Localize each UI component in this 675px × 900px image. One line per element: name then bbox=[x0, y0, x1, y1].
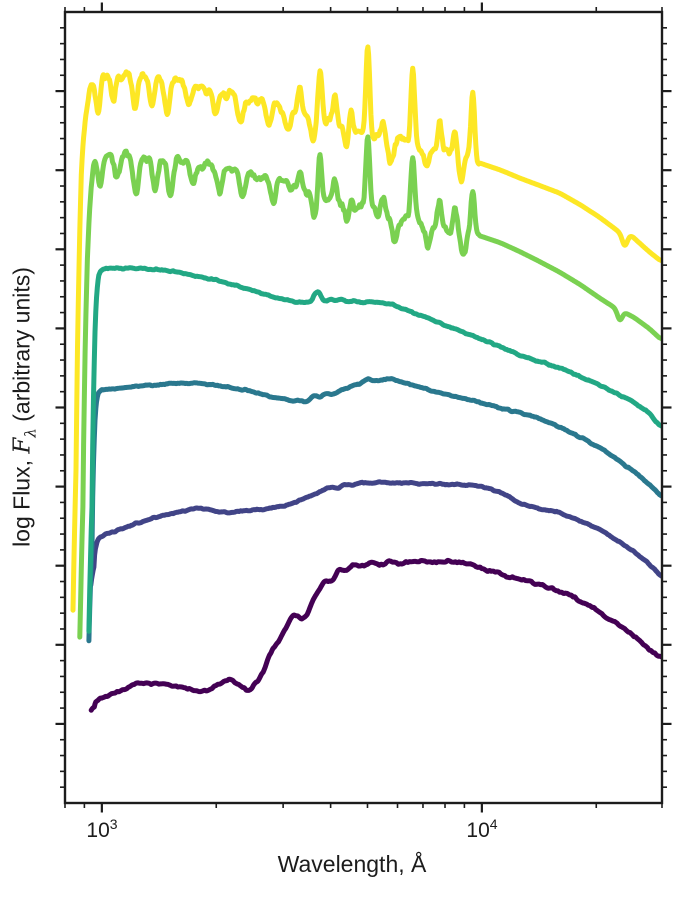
spectrum-1-yellow-curve bbox=[70, 44, 662, 613]
x-tick-label-1e3: 103 bbox=[86, 816, 118, 842]
x-axis-label: Wavelength, Å bbox=[277, 851, 427, 877]
x-tick-label-1e4: 104 bbox=[466, 816, 498, 842]
spectrum-2-green-curve bbox=[77, 134, 662, 640]
curves-layer bbox=[70, 44, 662, 713]
spectrum-4-teal-blue-curve bbox=[86, 376, 662, 644]
spectrum-3-teal-green-curve bbox=[86, 265, 662, 634]
plot-frame bbox=[63, 10, 664, 805]
spectrum-6-dark-purple-curve bbox=[88, 557, 662, 713]
spectrum-5-indigo-curve bbox=[88, 479, 662, 588]
y-axis-label: log Flux, Fλ (arbitrary units) bbox=[8, 267, 40, 547]
